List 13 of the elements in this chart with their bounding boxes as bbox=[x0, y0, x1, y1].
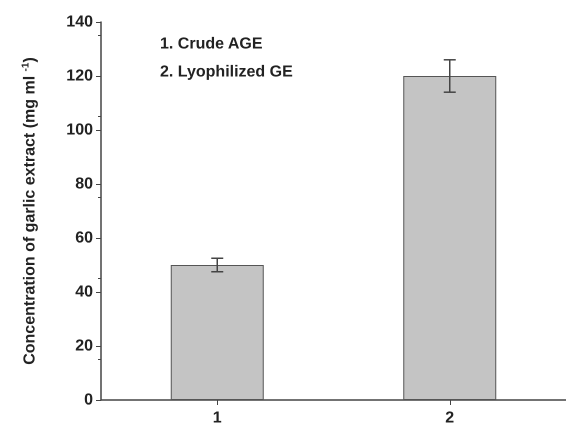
y-tick-label: 100 bbox=[66, 122, 94, 138]
y-tick-label: 0 bbox=[84, 392, 94, 408]
y-axis-title: Concentration of garlic extract (mg ml -1) bbox=[20, 57, 38, 365]
annotation: 1. Crude AGE bbox=[160, 36, 263, 52]
annotation: 2. Lyophilized GE bbox=[160, 64, 294, 80]
x-tick-label: 2 bbox=[445, 410, 454, 426]
y-tick-label: 80 bbox=[75, 176, 94, 192]
y-tick-label: 20 bbox=[75, 338, 94, 354]
y-tick-label: 140 bbox=[66, 14, 94, 30]
y-tick-label: 60 bbox=[75, 230, 94, 246]
x-tick-label: 1 bbox=[212, 410, 222, 426]
y-tick-label: 40 bbox=[75, 284, 94, 300]
y-tick-label: 120 bbox=[66, 68, 94, 84]
